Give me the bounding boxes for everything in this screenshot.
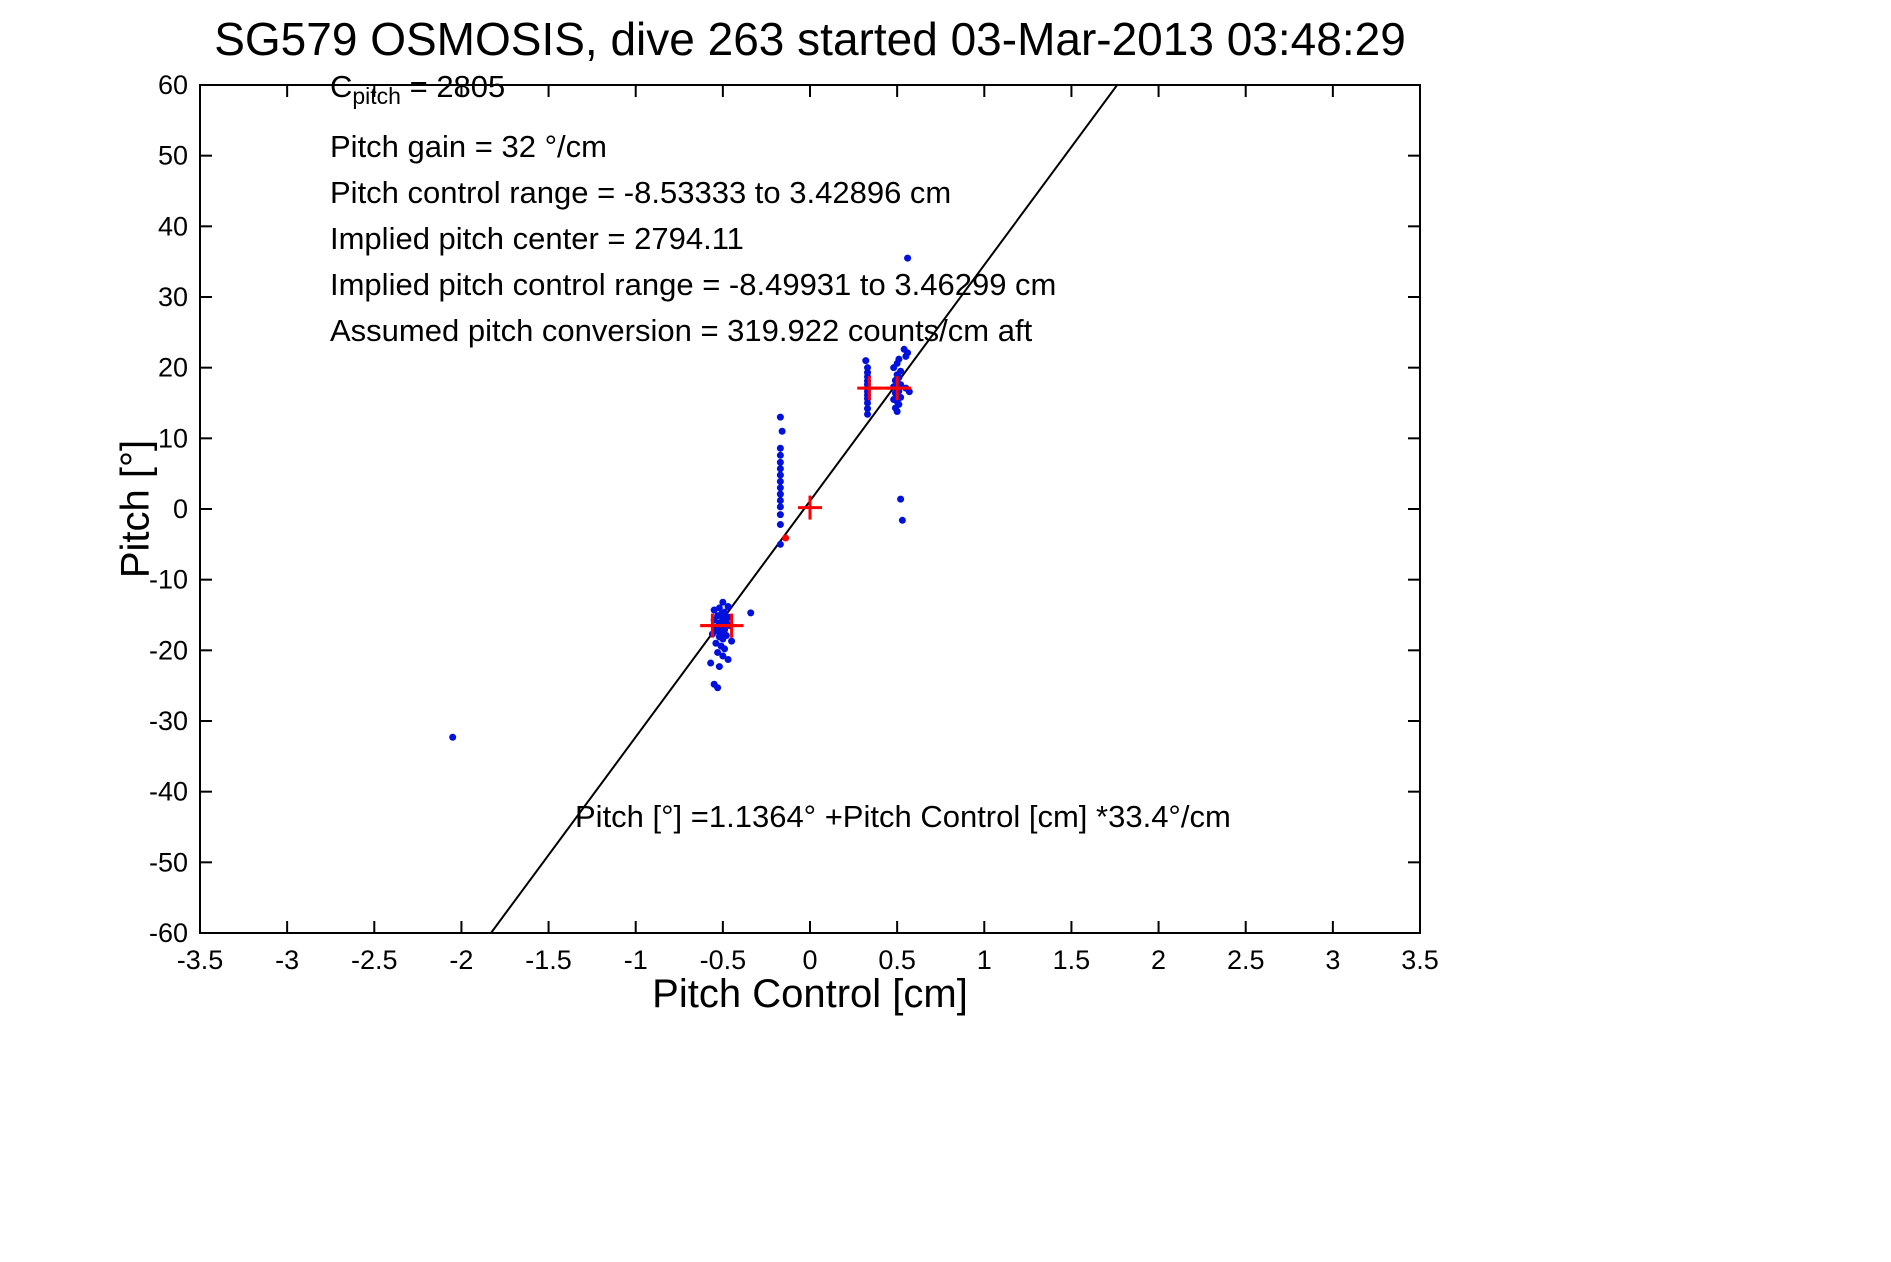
x-axis-label: Pitch Control [cm] (652, 972, 968, 1016)
x-tick-label: -3 (275, 945, 299, 975)
data-point (900, 345, 908, 353)
data-point (712, 639, 720, 647)
data-point (864, 410, 872, 418)
data-point (864, 369, 872, 377)
data-point (776, 490, 784, 498)
data-point (897, 367, 905, 375)
data-point (719, 598, 727, 606)
x-tick-label: -3.5 (177, 945, 224, 975)
data-point (776, 413, 784, 421)
y-tick-label: -10 (149, 565, 188, 595)
data-point (724, 603, 732, 611)
y-tick-label: 10 (158, 423, 188, 453)
data-point (707, 659, 715, 667)
data-point (728, 637, 736, 645)
annotation-block: Cpitch = 2805 Pitch gain = 32 °/cm Pitch… (330, 64, 1056, 354)
fit-equation: Pitch [°] =1.1364° +Pitch Control [cm] *… (575, 799, 1231, 834)
annotation-pitch-gain: Pitch gain = 32 °/cm (330, 129, 607, 164)
x-tick-label: -2 (449, 945, 473, 975)
data-point (898, 516, 906, 524)
data-point (721, 645, 729, 653)
x-tick-label: 1.5 (1053, 945, 1091, 975)
data-point (776, 484, 784, 492)
y-tick-label: -50 (149, 847, 188, 877)
c-pitch-base: C (330, 69, 353, 104)
data-point (864, 405, 872, 413)
x-tick-label: -1 (624, 945, 648, 975)
data-point (776, 471, 784, 479)
annotation-pitch-conversion: Assumed pitch conversion = 319.922 count… (330, 313, 1033, 348)
x-tick-label: -0.5 (700, 945, 747, 975)
y-tick-label: 50 (158, 141, 188, 171)
data-point (776, 451, 784, 459)
c-pitch-value: = 2805 (400, 69, 506, 104)
data-point (862, 357, 870, 365)
data-point (449, 733, 457, 741)
annotation-pitch-control-range: Pitch control range = -8.53333 to 3.4289… (330, 175, 952, 210)
y-tick-label: 30 (158, 282, 188, 312)
x-tick-label: -1.5 (525, 945, 572, 975)
x-tick-label: 1 (977, 945, 992, 975)
data-point (724, 656, 732, 664)
data-point (715, 663, 723, 671)
x-tick-label: -2.5 (351, 945, 398, 975)
y-tick-label: -20 (149, 635, 188, 665)
data-point (897, 495, 905, 503)
x-tick-label: 0 (802, 945, 817, 975)
data-point (776, 503, 784, 511)
data-point (776, 540, 784, 548)
data-point (895, 355, 903, 363)
y-tick-label: 60 (158, 70, 188, 100)
x-tick-label: 2 (1151, 945, 1166, 975)
x-tick-label: 3 (1325, 945, 1340, 975)
annotation-c-pitch: Cpitch = 2805 (330, 64, 1056, 110)
data-point (719, 635, 727, 643)
y-tick-label: -30 (149, 706, 188, 736)
y-tick-label: 40 (158, 211, 188, 241)
x-tick-label: 2.5 (1227, 945, 1265, 975)
red-point (782, 534, 790, 542)
data-point (776, 511, 784, 519)
data-point (710, 606, 718, 614)
data-point (904, 254, 912, 262)
data-point (714, 684, 722, 692)
data-point (776, 497, 784, 505)
data-point (776, 477, 784, 485)
y-tick-label: 0 (173, 494, 188, 524)
annotation-implied-control-range: Implied pitch control range = -8.49931 t… (330, 267, 1057, 302)
c-pitch-subscript: pitch (352, 83, 401, 110)
data-point (776, 465, 784, 473)
data-point (714, 648, 722, 656)
annotation-implied-pitch-center: Implied pitch center = 2794.11 (330, 221, 744, 256)
y-axis-label: Pitch [°] (113, 439, 158, 579)
data-point (776, 444, 784, 452)
y-tick-label: -60 (149, 918, 188, 948)
data-point (778, 427, 786, 435)
x-tick-label: 3.5 (1401, 945, 1439, 975)
data-point (747, 609, 755, 617)
x-tick-label: 0.5 (878, 945, 916, 975)
y-tick-label: -40 (149, 777, 188, 807)
data-point (864, 364, 872, 372)
chart-title: SG579 OSMOSIS, dive 263 started 03-Mar-2… (214, 13, 1406, 65)
data-point (776, 458, 784, 466)
data-point (719, 652, 727, 660)
data-point (776, 521, 784, 529)
y-tick-label: 20 (158, 353, 188, 383)
